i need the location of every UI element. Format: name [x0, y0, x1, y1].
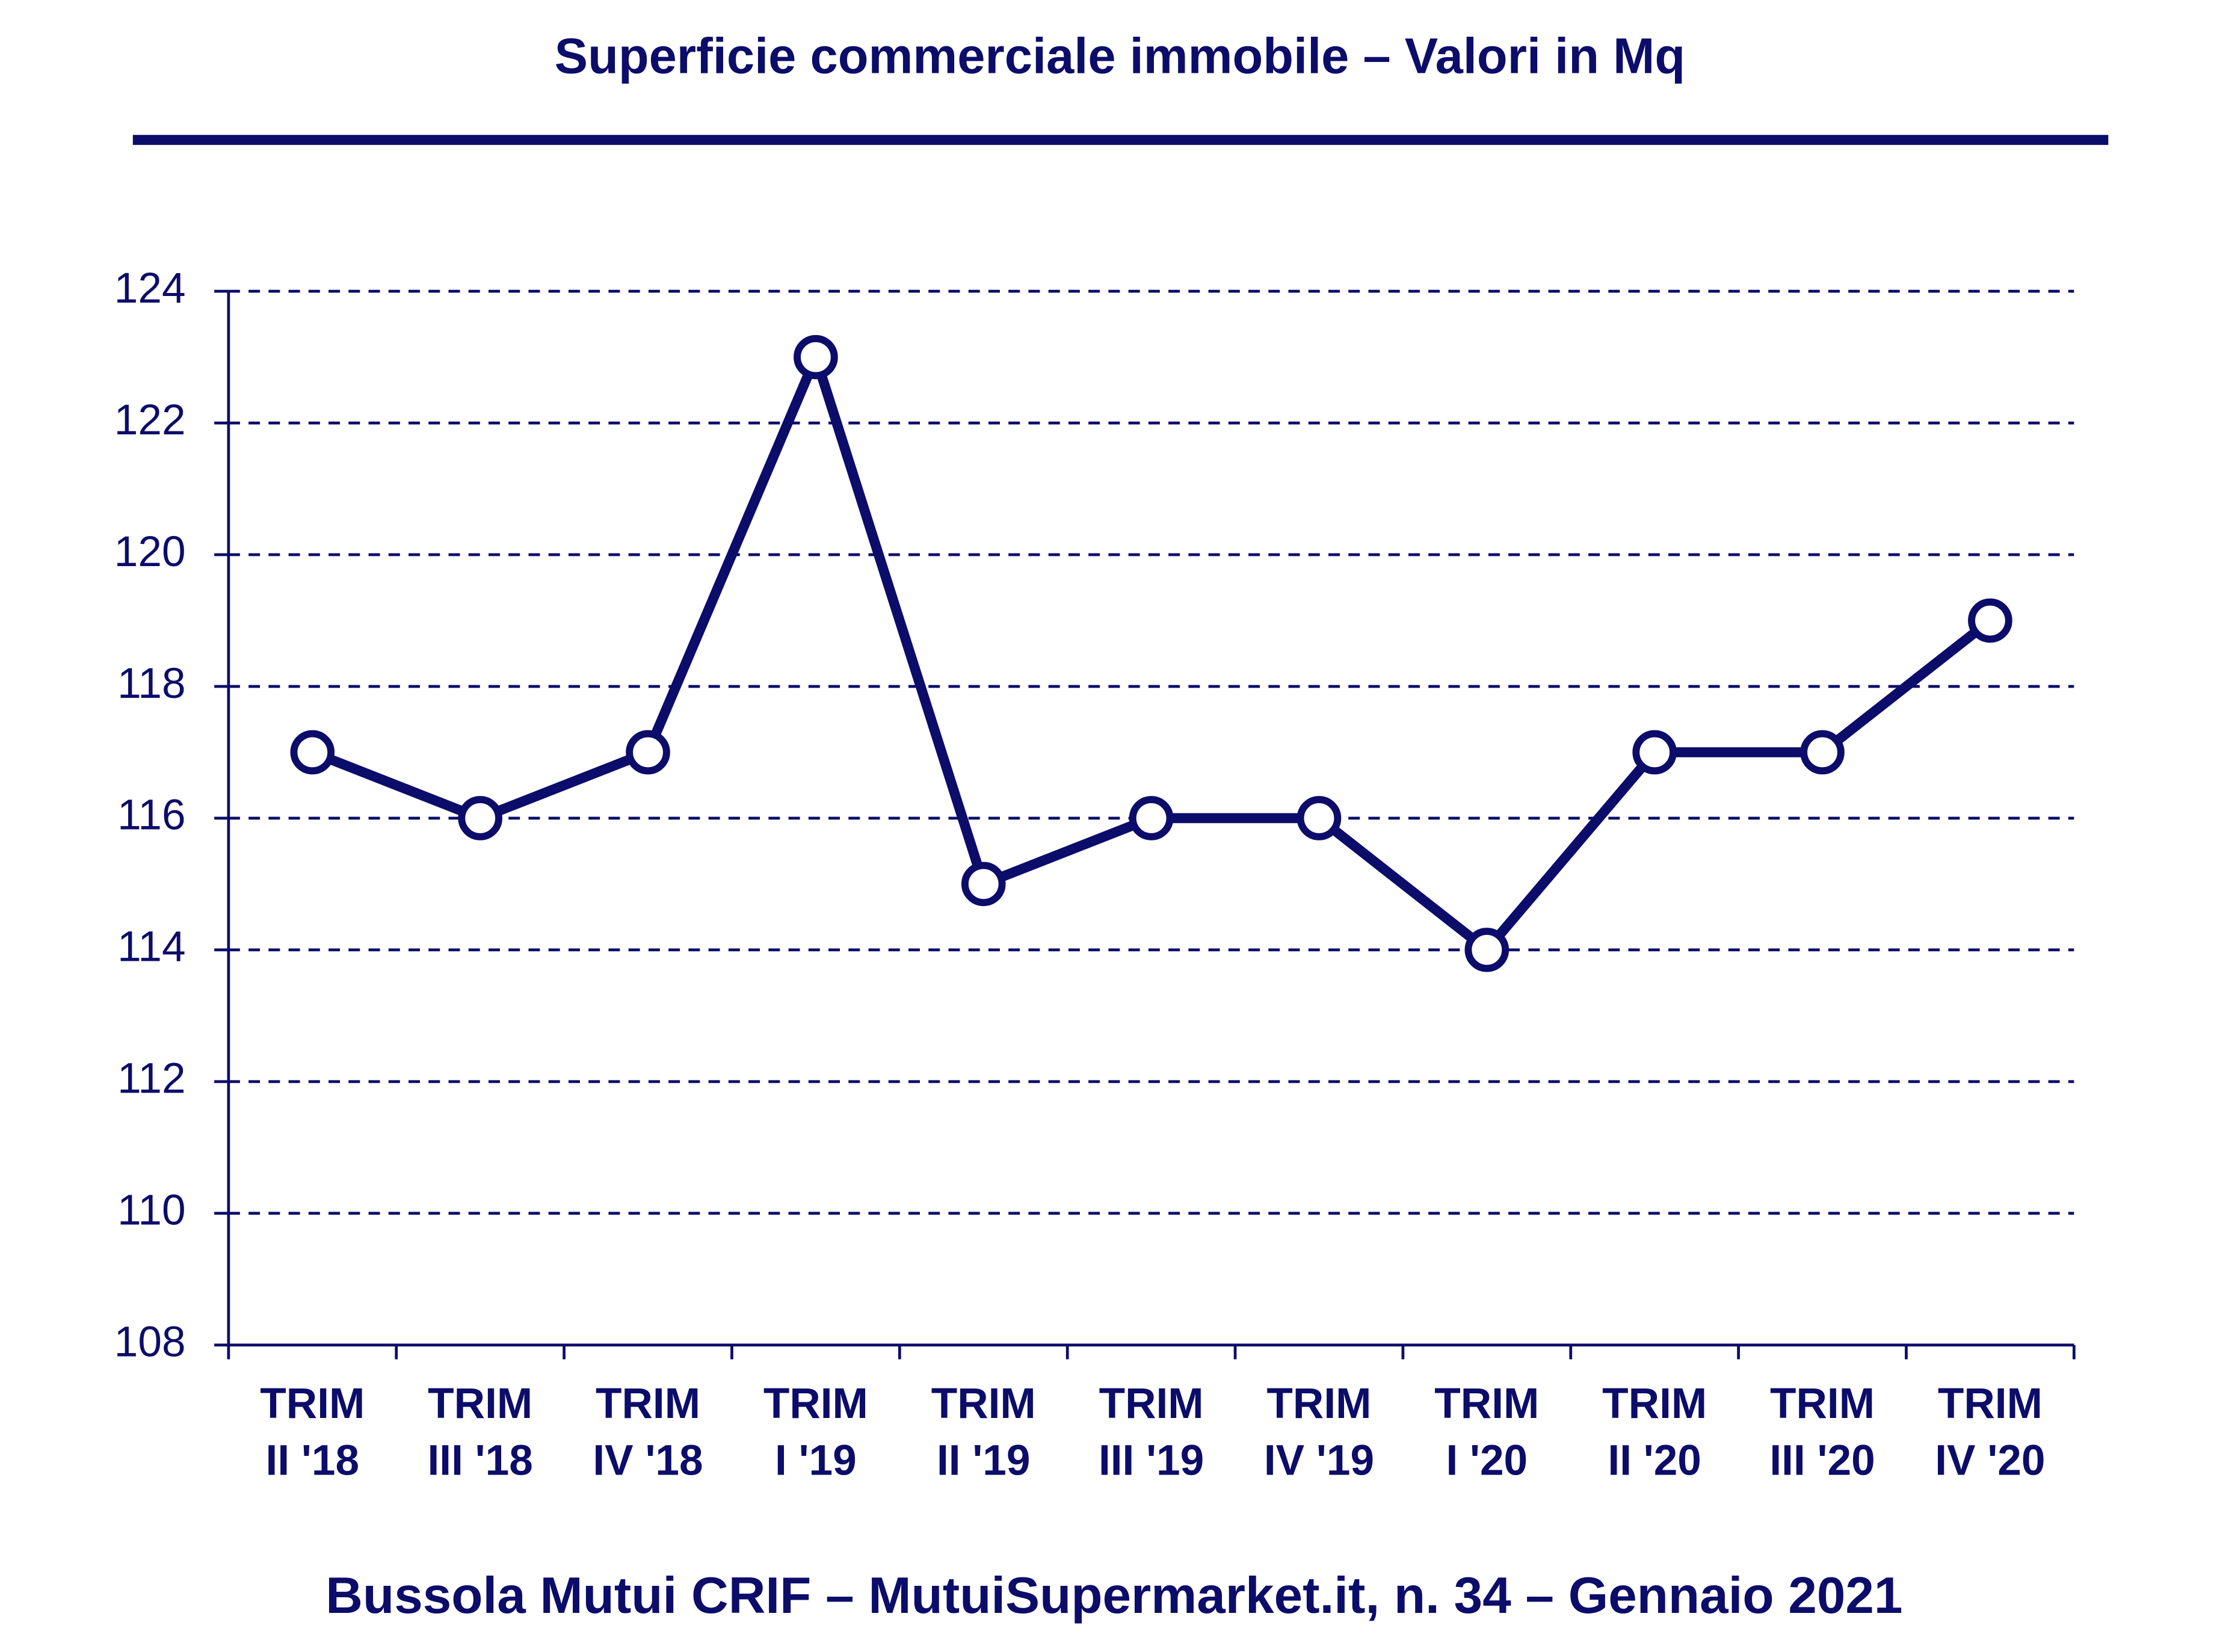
x-tick-label: TRIM III '20	[1769, 1380, 1875, 1485]
x-tick-label: TRIM III '19	[1099, 1380, 1204, 1485]
x-tick-label-line: TRIM	[763, 1380, 868, 1428]
x-tick-label: TRIM IV '19	[1264, 1380, 1374, 1485]
source-note: Bussola Mutui CRIF – MutuiSupermarket.it…	[325, 1567, 1902, 1624]
point	[961, 861, 1006, 907]
x-tick-label: TRIM IV '20	[1935, 1380, 2045, 1485]
x-tick-label-line: III '19	[1099, 1437, 1204, 1485]
x-tick-label-line: TRIM	[428, 1380, 532, 1428]
x-tick-label-line: TRIM	[1770, 1380, 1875, 1428]
point	[626, 730, 670, 775]
point	[1968, 598, 2012, 643]
y-tick-label: 108	[114, 1319, 186, 1366]
x-tick-label-line: I '20	[1446, 1437, 1528, 1485]
x-tick-label-line: TRIM	[931, 1380, 1036, 1428]
x-tick-label-line: IV '19	[1264, 1437, 1374, 1485]
x-tick-label-line: TRIM	[1602, 1380, 1707, 1428]
chart-title: Superficie commerciale immobile – Valori…	[555, 28, 1685, 84]
y-tick-label: 120	[114, 528, 186, 576]
point	[458, 796, 502, 840]
y-tick-label: 124	[114, 265, 186, 312]
x-tick-label-line: I '19	[775, 1437, 857, 1485]
x-tick-label: TRIM III '18	[428, 1380, 533, 1485]
x-tick-label-line: TRIM	[1266, 1380, 1371, 1428]
point	[1632, 730, 1677, 775]
point	[1129, 796, 1174, 840]
x-tick-label-line: TRIM	[260, 1380, 365, 1428]
x-tick-label-line: TRIM	[1099, 1380, 1204, 1428]
x-tick-label-line: IV '18	[593, 1437, 703, 1485]
x-tick-label-line: IV '20	[1935, 1437, 2045, 1485]
x-tick-label: TRIM IV '18	[593, 1380, 703, 1485]
x-tick-label-line: TRIM	[596, 1380, 700, 1428]
x-tick-label-line: TRIM	[1434, 1380, 1539, 1428]
line	[310, 352, 1994, 955]
y-tick-label: 118	[117, 660, 186, 707]
point	[1297, 796, 1342, 840]
point	[1800, 730, 1845, 775]
x-tick-label: TRIM II '20	[1602, 1380, 1707, 1485]
x-tick-label: TRIM I '19	[763, 1380, 868, 1485]
x-tick-label-line: II '18	[266, 1437, 360, 1485]
x-tick-label-line: TRIM	[1938, 1380, 2043, 1428]
x-tick-label-line: III '18	[428, 1437, 533, 1485]
y-tick-label: 114	[117, 923, 186, 971]
y-tick-label: 122	[114, 396, 186, 444]
x-tick-label: TRIM II '19	[931, 1380, 1036, 1485]
y-tick-label: 116	[117, 792, 186, 839]
point	[794, 334, 838, 380]
point	[290, 730, 335, 775]
x-tick-label-line: II '19	[937, 1437, 1031, 1485]
x-tick-label-line: III '20	[1769, 1437, 1875, 1485]
x-tick-label: TRIM I '20	[1434, 1380, 1539, 1485]
x-tick-label-line: II '20	[1608, 1437, 1701, 1485]
point	[1464, 928, 1509, 972]
x-tick-label: TRIM II '18	[260, 1380, 365, 1485]
y-tick-label: 110	[117, 1187, 186, 1234]
y-tick-label: 112	[117, 1055, 186, 1103]
